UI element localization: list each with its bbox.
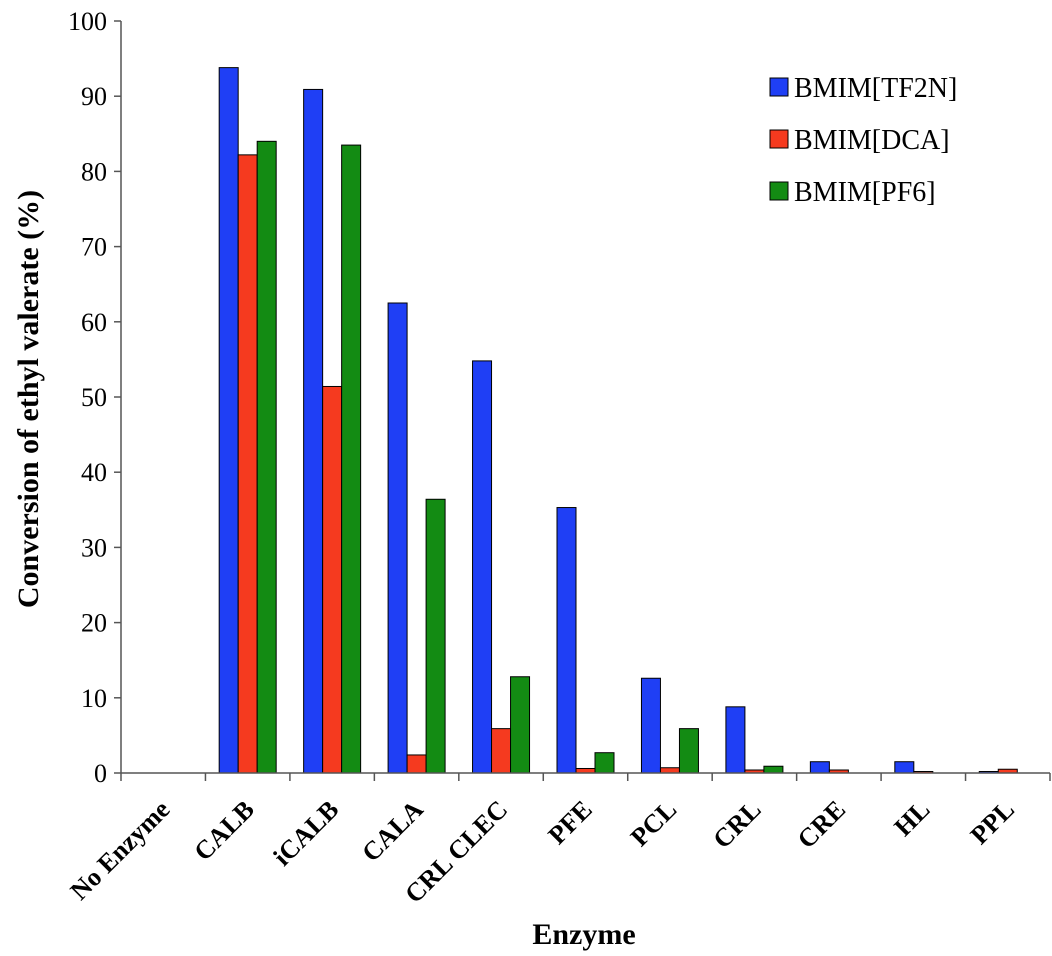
bar-BMIM[TF2N]-PCL <box>640 677 661 774</box>
x-tick-label: PPL <box>965 795 1020 850</box>
y-axis-title: Conversion of ethyl valerate (%) <box>12 190 45 608</box>
bar-BMIM[DCA]-PCL <box>659 767 680 774</box>
bar-BMIM[DCA]-CRL CLEC <box>491 728 512 774</box>
y-tick-label: 30 <box>81 533 107 562</box>
y-tick-label: 20 <box>81 609 107 638</box>
y-tick-label: 10 <box>81 684 107 713</box>
x-tick-label: CRE <box>792 795 851 854</box>
y-tick-label: 90 <box>81 82 107 111</box>
bar-BMIM[PF6]-iCALB <box>341 144 362 774</box>
x-tick-label: CALB <box>188 795 260 867</box>
bar-BMIM[TF2N]-CALB <box>218 67 239 774</box>
legend-label: BMIM[DCA] <box>794 125 950 156</box>
legend-label: BMIM[TF2N] <box>794 73 957 104</box>
bar-BMIM[PF6]-CRL <box>763 765 784 774</box>
legend: BMIM[TF2N] BMIM[DCA] BMIM[PF6] <box>769 73 957 208</box>
x-tick-label: No Enzyme <box>65 795 176 906</box>
y-tick-label: 40 <box>81 458 107 487</box>
bar-BMIM[PF6]-CRL CLEC <box>510 676 531 774</box>
bar-BMIM[TF2N]-iCALB <box>303 88 324 774</box>
bar-BMIM[TF2N]-CRL CLEC <box>472 360 493 774</box>
x-tick-label: CALA <box>356 795 429 868</box>
x-tick-label: CRL <box>707 795 766 854</box>
y-tick-label: 80 <box>81 157 107 186</box>
legend-swatch <box>769 77 789 97</box>
bar-BMIM[DCA]-CALA <box>406 754 427 774</box>
legend-label: BMIM[PF6] <box>794 177 936 208</box>
y-tick-label: 50 <box>81 383 107 412</box>
bar-BMIM[TF2N]-CRL <box>725 706 746 774</box>
bar-BMIM[TF2N]-CALA <box>387 302 408 774</box>
bar-BMIM[DCA]-iCALB <box>322 385 343 774</box>
bars-layer <box>218 67 1018 774</box>
bar-BMIM[DCA]-CALB <box>237 154 258 774</box>
bar-BMIM[TF2N]-HL <box>894 761 915 774</box>
bar-BMIM[PF6]-CALB <box>256 140 277 774</box>
bar-BMIM[TF2N]-CRE <box>809 761 830 774</box>
y-tick-label: 70 <box>81 233 107 262</box>
legend-swatch <box>769 129 789 149</box>
y-tick-label: 0 <box>94 759 107 788</box>
x-tick-label: PFE <box>543 795 598 850</box>
x-tick-label: HL <box>888 795 935 842</box>
bar-BMIM[PF6]-PFE <box>594 752 615 774</box>
y-tick-label: 60 <box>81 308 107 337</box>
legend-swatch <box>769 181 789 201</box>
y-tick-label: 100 <box>68 7 107 36</box>
bar-BMIM[PF6]-CALA <box>425 498 446 774</box>
bar-BMIM[PF6]-PCL <box>678 728 699 774</box>
x-tick-label: PCL <box>625 795 682 852</box>
x-axis-title: Enzyme <box>532 918 635 951</box>
x-tick-label: iCALB <box>268 795 345 872</box>
bar-BMIM[TF2N]-PFE <box>556 507 577 774</box>
